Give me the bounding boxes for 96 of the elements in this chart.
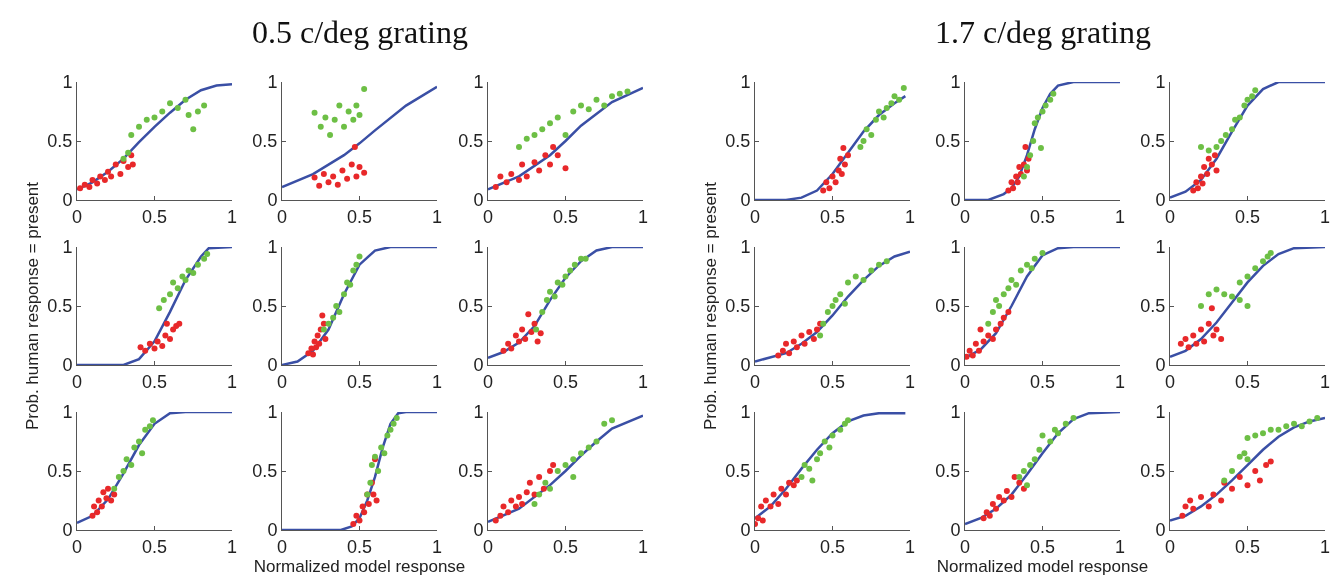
x-tick-label: 0.5: [819, 206, 846, 227]
y-tick-label: 1: [950, 402, 961, 423]
y-tick-label: 0: [62, 520, 73, 541]
y-tick-label: 0: [740, 190, 751, 211]
y-tick-label: 0: [1155, 190, 1166, 211]
y-tick-label: 1: [62, 402, 73, 423]
x-tick-label: 0.5: [141, 536, 168, 557]
x-tick-label: 1: [904, 371, 916, 392]
y-tick-label: 0: [473, 355, 484, 376]
y-tick-label: 0.5: [935, 461, 961, 482]
y-tick-label: 0.5: [458, 461, 484, 482]
y-tick-label: 0: [950, 190, 961, 211]
y-tick-label: 0.5: [725, 131, 751, 152]
y-tick-label: 1: [1155, 237, 1166, 258]
chart-title: 0.5 c/deg grating: [252, 14, 468, 50]
y-tick-label: 1: [950, 72, 961, 93]
x-tick-label: 0.5: [1234, 371, 1261, 392]
y-tick-label: 1: [740, 237, 751, 258]
y-tick-label: 0: [267, 355, 278, 376]
y-tick-label: 0: [1155, 520, 1166, 541]
y-tick-label: 1: [740, 402, 751, 423]
y-tick-label: 0.5: [252, 131, 278, 152]
y-tick-label: 0.5: [47, 296, 73, 317]
y-tick-label: 1: [62, 72, 73, 93]
y-tick-label: 0: [62, 355, 73, 376]
y-tick-label: 0: [267, 520, 278, 541]
y-tick-label: 0.5: [458, 296, 484, 317]
y-tick-label: 0.5: [458, 131, 484, 152]
y-tick-label: 1: [1155, 72, 1166, 93]
y-tick-label: 1: [473, 72, 484, 93]
y-tick-label: 0: [473, 190, 484, 211]
chart-title: 1.7 c/deg grating: [935, 14, 1151, 50]
x-axis-title: Normalized model response: [936, 556, 1149, 576]
x-tick-label: 1: [1319, 536, 1331, 557]
y-tick-label: 0: [950, 520, 961, 541]
x-tick-label: 1: [1114, 206, 1126, 227]
y-tick-label: 1: [62, 237, 73, 258]
x-tick-label: 0.5: [1029, 536, 1056, 557]
x-tick-label: 1: [226, 536, 238, 557]
y-tick-label: 1: [740, 72, 751, 93]
y-tick-label: 1: [473, 237, 484, 258]
y-tick-label: 0.5: [725, 461, 751, 482]
x-tick-label: 0.5: [141, 371, 168, 392]
y-tick-label: 0.5: [935, 131, 961, 152]
x-tick-label: 0.5: [819, 536, 846, 557]
x-axis-title: Normalized model response: [253, 556, 466, 576]
y-tick-label: 0: [740, 355, 751, 376]
y-tick-label: 1: [267, 237, 278, 258]
y-axis-title: Prob. human response = present: [700, 181, 720, 431]
x-tick-label: 0.5: [346, 371, 373, 392]
x-tick-label: 0.5: [141, 206, 168, 227]
x-tick-label: 1: [226, 206, 238, 227]
y-tick-label: 0.5: [1140, 461, 1166, 482]
x-tick-label: 0.5: [346, 206, 373, 227]
x-tick-label: 1: [1319, 371, 1331, 392]
x-tick-label: 0.5: [1029, 371, 1056, 392]
y-tick-label: 1: [950, 237, 961, 258]
y-tick-label: 0: [740, 520, 751, 541]
y-tick-label: 1: [1155, 402, 1166, 423]
y-tick-label: 0.5: [252, 461, 278, 482]
x-tick-label: 0.5: [552, 206, 579, 227]
x-tick-label: 0.5: [552, 371, 579, 392]
y-tick-label: 0: [473, 520, 484, 541]
x-tick-label: 1: [637, 206, 649, 227]
x-tick-label: 1: [1114, 536, 1126, 557]
y-tick-label: 0.5: [252, 296, 278, 317]
x-tick-label: 0.5: [1029, 206, 1056, 227]
y-tick-label: 0.5: [935, 296, 961, 317]
x-tick-label: 1: [1319, 206, 1331, 227]
x-tick-label: 0.5: [346, 536, 373, 557]
y-tick-label: 0.5: [47, 131, 73, 152]
y-tick-label: 0.5: [1140, 131, 1166, 152]
y-tick-label: 1: [267, 402, 278, 423]
x-tick-label: 1: [637, 371, 649, 392]
y-tick-label: 1: [267, 72, 278, 93]
x-tick-label: 1: [637, 536, 649, 557]
x-tick-label: 1: [904, 536, 916, 557]
y-axis-title: Prob. human response = present: [22, 181, 42, 431]
x-tick-label: 1: [226, 371, 238, 392]
y-tick-label: 0: [1155, 355, 1166, 376]
x-tick-label: 1: [431, 371, 443, 392]
x-tick-label: 0.5: [552, 536, 579, 557]
y-tick-label: 0: [950, 355, 961, 376]
y-tick-label: 1: [473, 402, 484, 423]
x-tick-label: 0.5: [1234, 206, 1261, 227]
y-tick-label: 0.5: [1140, 296, 1166, 317]
x-tick-label: 1: [431, 206, 443, 227]
x-tick-label: 1: [431, 536, 443, 557]
y-tick-label: 0.5: [725, 296, 751, 317]
y-tick-label: 0.5: [47, 461, 73, 482]
y-tick-label: 0: [267, 190, 278, 211]
x-tick-label: 1: [904, 206, 916, 227]
x-tick-label: 0.5: [819, 371, 846, 392]
x-tick-label: 0.5: [1234, 536, 1261, 557]
y-tick-label: 0: [62, 190, 73, 211]
x-tick-label: 1: [1114, 371, 1126, 392]
